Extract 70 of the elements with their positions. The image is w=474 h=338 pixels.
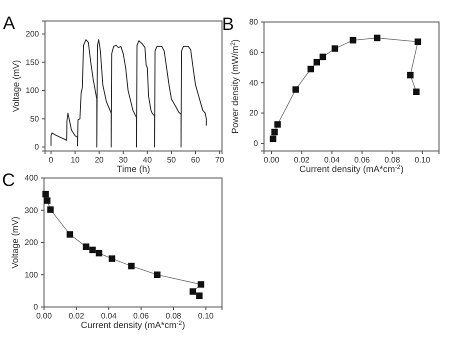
point (270, 136, 276, 142)
y-tick-label: 100 (26, 86, 40, 96)
y-tick-label: 60 (249, 48, 259, 57)
y-tick-label: 300 (24, 206, 39, 215)
x-tick-label: 0.10 (198, 312, 214, 321)
point (308, 66, 314, 72)
y-tick-label: 200 (26, 30, 40, 39)
point (42, 190, 49, 198)
y-tick-label: 0 (254, 138, 259, 148)
y-tick-label: 40 (249, 78, 259, 88)
x-axis-title: Current density (mA*cm$^{-2}$) (299, 164, 404, 174)
x-tick-label: 60 (191, 156, 201, 165)
y-axis-title: Voltage (mV) (11, 60, 21, 112)
x-tick-label: 0.04 (100, 312, 118, 321)
point (89, 246, 96, 254)
point (198, 281, 204, 288)
point (332, 45, 338, 52)
x-tick-label: 0.00 (36, 312, 52, 321)
point (374, 34, 380, 42)
point (108, 255, 116, 262)
point (96, 250, 102, 256)
x-tick-label: 0 (48, 156, 54, 165)
x-axis-title: Current density (mA*cm$^{-2}$) (80, 320, 186, 330)
x-tick-label: 0.08 (166, 312, 182, 321)
point (314, 58, 320, 66)
point (274, 121, 281, 128)
point (320, 54, 326, 60)
x-tick-label: 0.10 (414, 156, 431, 165)
x-axis-title: Time (h) (116, 164, 150, 174)
point (66, 231, 74, 238)
x-tick-label: 0.08 (384, 156, 401, 165)
x-tick-label: 10 (70, 156, 80, 165)
point (47, 206, 54, 213)
x-tick-label: 0.00 (264, 156, 280, 165)
x-tick-label: 0.02 (68, 312, 85, 321)
y-tick-label: 0 (34, 302, 39, 312)
y-tick-label: 200 (24, 238, 39, 248)
y-axis-title: Voltage (mV) (10, 216, 20, 269)
x-tick-label: 0.04 (324, 156, 340, 165)
x-tick-label: 70 (215, 156, 225, 165)
y-tick-label: 50 (30, 114, 40, 124)
point (407, 72, 414, 78)
point (154, 272, 161, 278)
x-tick-label: 30 (118, 156, 128, 165)
point (44, 197, 50, 204)
y-tick-label: 100 (24, 270, 39, 280)
point (196, 292, 203, 299)
x-tick-label: 20 (94, 156, 104, 165)
chart-title: A (3, 13, 16, 33)
x-tick-label: 0.06 (354, 156, 370, 165)
point (271, 128, 278, 136)
x-tick-label: 40 (142, 156, 152, 165)
line-series (50, 39, 207, 148)
x-tick-label: 0.06 (133, 312, 150, 321)
point (414, 38, 422, 45)
y-tick-label: 150 (26, 58, 40, 67)
y-tick-label: 0 (34, 142, 40, 152)
y-tick-label: 80 (249, 18, 259, 27)
y-tick-label: 400 (24, 174, 39, 183)
chart-title: C (2, 170, 15, 190)
point (292, 86, 299, 93)
point (82, 243, 90, 250)
point (413, 88, 420, 96)
point (190, 288, 196, 295)
y-tick-label: 20 (249, 108, 259, 118)
x-tick-label: 50 (166, 156, 176, 165)
point (128, 262, 135, 270)
x-tick-label: 0.02 (294, 156, 310, 165)
chart-title: B (222, 14, 234, 34)
point (350, 36, 356, 44)
